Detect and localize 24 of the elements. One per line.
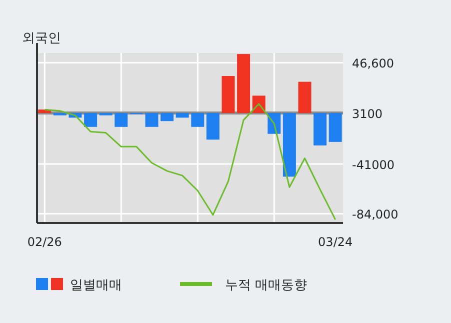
bar (191, 113, 204, 127)
chart-title: 외국인 (22, 31, 61, 46)
bar (328, 113, 342, 142)
y-tick-label: -84,000 (352, 208, 398, 222)
legend-label: 누적 매매동향 (225, 278, 308, 293)
bar (206, 113, 220, 140)
bar (314, 113, 327, 146)
bar (176, 113, 189, 118)
bar (145, 113, 158, 127)
bar (222, 76, 235, 114)
bar (282, 113, 296, 177)
y-tick-label: -41000 (352, 158, 395, 172)
x-tick-label: 02/26 (27, 235, 62, 249)
bar (298, 82, 312, 114)
bar (160, 113, 174, 122)
y-tick-label: 3100 (352, 107, 383, 122)
legend-일별매매: 일별매매 (36, 278, 122, 293)
bar (84, 113, 98, 127)
bar (114, 113, 128, 127)
x-tick-label: 03/24 (318, 235, 353, 249)
y-tick-label: 46,600 (352, 56, 394, 71)
legend-label: 일별매매 (70, 278, 122, 293)
bar (237, 54, 250, 114)
line-series (44, 103, 336, 220)
